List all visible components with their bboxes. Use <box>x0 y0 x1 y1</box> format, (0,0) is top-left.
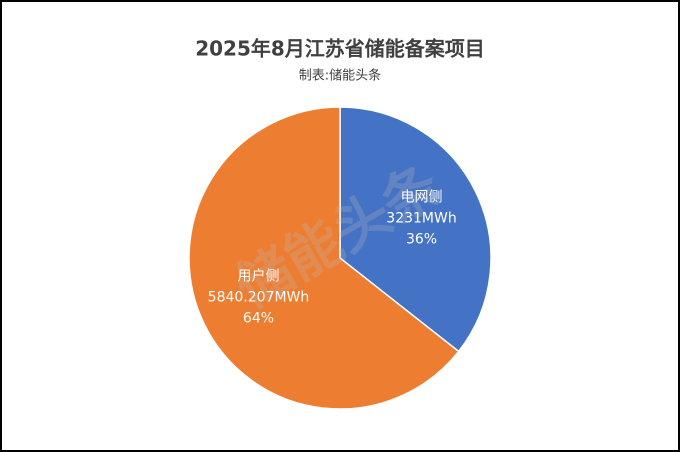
chart-title: 2025年8月江苏省储能备案项目 <box>195 37 485 61</box>
pie-slice <box>339 106 492 353</box>
category-label: 电网侧 <box>401 189 443 205</box>
pie-slice <box>188 106 460 410</box>
value-label: 5840.207MWh <box>208 290 310 306</box>
percent-label: 36% <box>406 231 437 247</box>
value-label: 3231MWh <box>386 210 456 226</box>
pie <box>188 106 492 410</box>
percent-label: 64% <box>243 311 274 327</box>
chart-subtitle: 制表:储能头条 <box>299 68 381 84</box>
category-label: 用户侧 <box>237 268 279 285</box>
